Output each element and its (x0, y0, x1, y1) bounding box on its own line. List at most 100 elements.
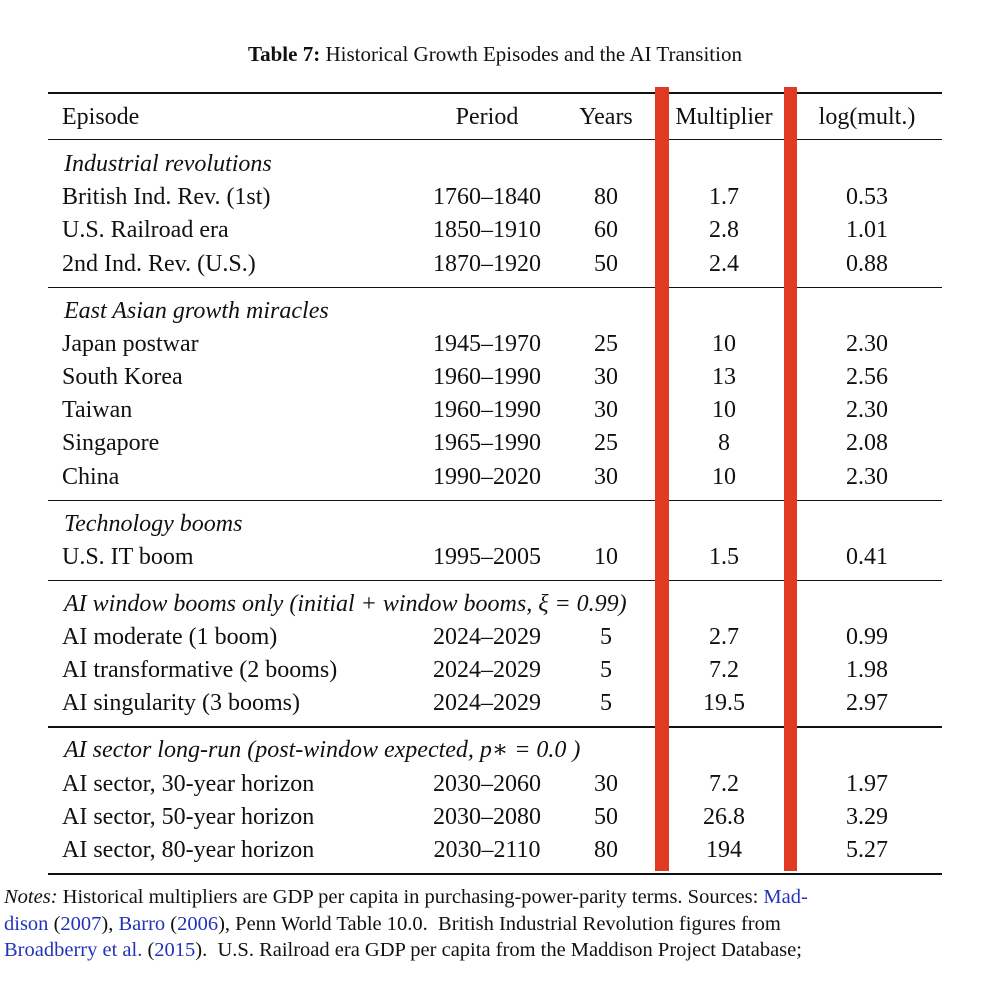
episode-name: AI sector, 30-year horizon (62, 770, 315, 797)
table-cell: 2030–2080 (433, 803, 541, 830)
episode-name: South Korea (62, 364, 183, 390)
table-cell: 30 (594, 770, 618, 797)
column-header: log(mult.) (818, 104, 916, 130)
table-cell: 30 (594, 397, 618, 424)
table-cell: 25 (594, 330, 618, 357)
table-cell: 1.5 (709, 543, 739, 570)
note-text: ), (101, 913, 119, 935)
table-cell: 1990–2020 (433, 463, 541, 490)
table-cell: 1.98 (846, 657, 888, 684)
table-cell: 2.4 (709, 250, 739, 277)
note-label: Notes: (4, 886, 58, 908)
table-cell: 13 (712, 364, 736, 390)
table-cell: 25 (594, 430, 618, 457)
table-rule (48, 873, 942, 875)
table-cell: 5.27 (846, 837, 888, 863)
table-cell: 1960–1990 (433, 364, 541, 390)
column-header: Years (579, 104, 633, 130)
episode-name: Taiwan (62, 397, 133, 424)
table-rule (48, 579, 942, 582)
table-cell: 5 (600, 624, 612, 650)
episode-name: AI singularity (3 booms) (62, 690, 300, 717)
caption-title: Historical Growth Episodes and the AI Tr… (325, 42, 742, 66)
episode-name: U.S. Railroad era (62, 217, 229, 244)
episode-name: 2nd Ind. Rev. (U.S.) (62, 250, 256, 277)
table-cell: 2.97 (846, 690, 888, 717)
table-cell: 1995–2005 (433, 543, 541, 570)
table-cell: 0.99 (846, 624, 888, 650)
episode-name: AI transformative (2 booms) (62, 657, 338, 684)
table-rule (48, 92, 942, 94)
table-cell: 2.30 (846, 330, 888, 357)
group-title: Industrial revolutions (64, 151, 272, 177)
table-cell: 5 (600, 690, 612, 717)
table-cell: 10 (712, 397, 736, 424)
table-cell: 80 (594, 184, 618, 211)
note-line: dison (2007), Barro (2006), Penn World T… (4, 911, 994, 937)
citation-link[interactable]: Broadberry et al. (4, 939, 143, 961)
episode-name: China (62, 463, 120, 490)
table-cell: 2.30 (846, 463, 888, 490)
caption: Table 7: Historical Growth Episodes and … (0, 39, 990, 69)
table-cell: 1760–1840 (433, 184, 541, 211)
table-cell: 2.08 (846, 430, 888, 457)
group-title: East Asian growth miracles (64, 297, 329, 324)
table-cell: 1960–1990 (433, 397, 541, 424)
table-cell: 1870–1920 (433, 250, 541, 277)
table-cell: 10 (594, 543, 618, 570)
group-title: AI sector long-run (post-window expected… (64, 737, 581, 764)
table-cell: 7.2 (709, 657, 739, 684)
table-cell: 2024–2029 (433, 690, 541, 717)
episode-name: AI moderate (1 boom) (62, 624, 278, 650)
table-cell: 1.97 (846, 770, 888, 797)
table-rule (48, 499, 942, 501)
citation-link[interactable]: 2006 (177, 913, 219, 935)
citation-link[interactable]: 2007 (60, 913, 102, 935)
citation-link[interactable]: 2015 (154, 939, 196, 961)
note-text: ( (165, 913, 178, 935)
table-rule (48, 286, 942, 288)
table-cell: 1965–1990 (433, 430, 541, 457)
table-cell: 2.8 (709, 217, 739, 244)
table-cell: 5 (600, 657, 612, 684)
episode-name: AI sector, 80-year horizon (62, 837, 315, 863)
citation-link[interactable]: Mad- (763, 886, 808, 908)
table-cell: 50 (594, 250, 618, 277)
table-cell: 194 (706, 837, 742, 863)
table-cell: 80 (594, 837, 618, 863)
table-cell: 2024–2029 (433, 657, 541, 684)
table-cell: 2.30 (846, 397, 888, 424)
table-cell: 2.7 (709, 624, 739, 650)
table-cell: 1945–1970 (433, 330, 541, 357)
citation-link[interactable]: dison (4, 913, 49, 935)
episode-name: Singapore (62, 430, 160, 457)
table-rule (48, 139, 942, 141)
table-cell: 50 (594, 803, 618, 830)
table-cell: 0.53 (846, 184, 888, 211)
table-cell: 1850–1910 (433, 217, 541, 244)
table-cell: 0.88 (846, 250, 888, 277)
group-title: Technology booms (64, 510, 243, 537)
table-cell: 0.41 (846, 543, 888, 570)
note-text: ), Penn World Table 10.0. British Indust… (218, 913, 781, 935)
note-text: ( (48, 913, 61, 935)
note-text: Historical multipliers are GDP per capit… (57, 886, 764, 908)
note-line: Broadberry et al. (2015). U.S. Railroad … (4, 937, 994, 963)
group-title: AI window booms only (initial + window b… (64, 590, 627, 617)
table-cell: 2030–2110 (433, 837, 541, 863)
table-cell: 3.29 (846, 803, 888, 830)
table-cell: 2024–2029 (433, 624, 541, 650)
red-highlight-bar (655, 87, 669, 871)
red-highlight-bar (784, 87, 797, 871)
column-header: Episode (62, 104, 140, 130)
column-header: Multiplier (675, 104, 773, 130)
episode-name: British Ind. Rev. (1st) (62, 184, 271, 211)
episode-name: U.S. IT boom (62, 543, 194, 570)
table-cell: 2030–2060 (433, 770, 541, 797)
table-cell: 7.2 (709, 770, 739, 797)
citation-link[interactable]: Barro (118, 913, 166, 935)
note-text: ). U.S. Railroad era GDP per capita from… (195, 939, 802, 961)
table-cell: 10 (712, 330, 736, 357)
table-cell: 60 (594, 217, 618, 244)
table-cell: 30 (594, 364, 618, 390)
